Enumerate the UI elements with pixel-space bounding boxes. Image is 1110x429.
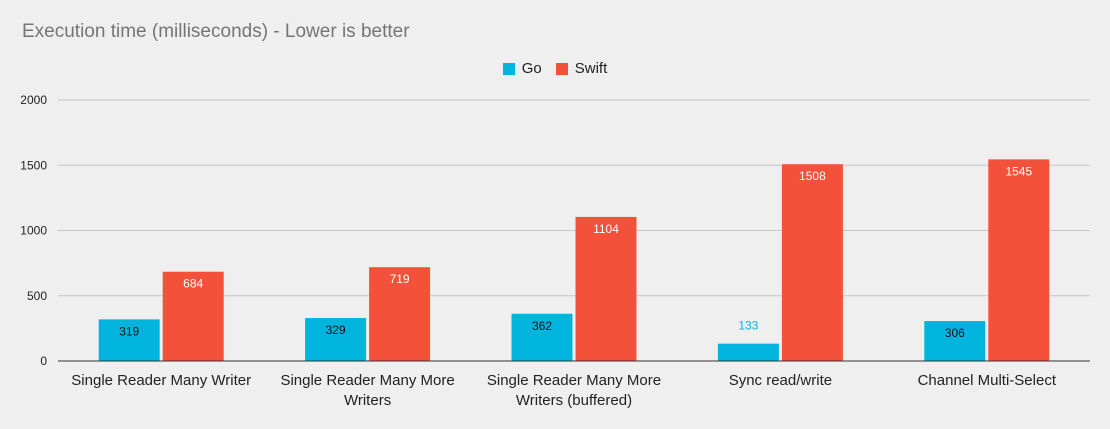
legend-item-go: Go [502,60,542,77]
bar-swift [988,159,1050,361]
data-label-go: 329 [326,323,346,337]
y-tick-label: 500 [27,289,47,303]
data-label-go: 306 [945,326,965,340]
y-tick-label: 0 [40,354,47,368]
data-label-swift: 684 [183,277,203,291]
data-label-go: 319 [119,324,139,338]
x-category-label: Writers (buffered) [516,392,632,409]
bar-go [924,321,986,361]
bar-go [511,313,573,361]
data-label-swift: 1508 [799,169,826,183]
data-label-go: 133 [738,319,758,333]
bar-go [717,343,779,361]
y-tick-label: 1000 [20,224,47,238]
legend: Go Swift [0,60,1110,77]
x-category-label: Single Reader Many More [487,372,661,389]
x-category-label: Channel Multi-Select [918,372,1057,389]
x-category-label: Single Reader Many Writer [71,372,251,389]
data-label-swift: 1545 [1005,164,1032,178]
legend-swatch-go [502,62,515,75]
y-tick-label: 2000 [20,93,47,107]
x-category-label: Writers [344,392,391,409]
chart-title: Execution time (milliseconds) - Lower is… [22,21,410,42]
data-label-go: 362 [532,319,552,333]
x-category-label: Sync read/write [729,372,832,389]
bar-swift [781,164,843,361]
bar-swift [369,267,431,361]
legend-label-swift: Swift [574,60,608,77]
data-label-swift: 1104 [593,222,619,236]
legend-item-swift: Swift [555,60,608,77]
bar-go [305,318,367,361]
x-category-label: Single Reader Many More [280,372,454,389]
bar-swift [575,216,637,361]
legend-swatch-swift [555,62,568,75]
y-tick-label: 1500 [20,158,47,172]
bar-swift [162,271,224,361]
data-label-swift: 719 [390,272,410,286]
bar-go [98,319,160,361]
legend-label-go: Go [521,60,542,77]
